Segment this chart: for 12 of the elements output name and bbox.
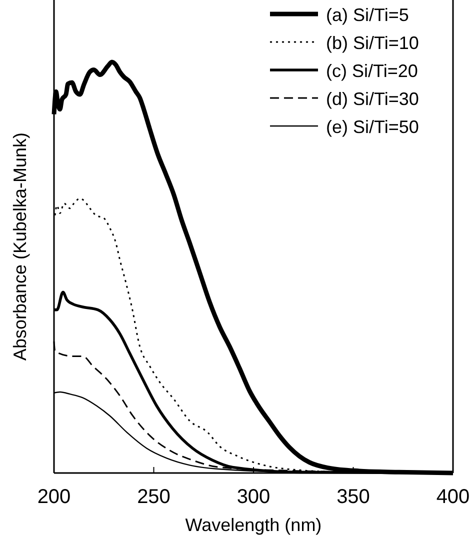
x-tick-label: 250 <box>137 486 170 508</box>
y-axis-title: Absorbance (Kubelka-Munk) <box>10 132 30 361</box>
legend-label: (d) Si/Ti=30 <box>326 89 419 109</box>
x-tick-label: 300 <box>236 486 270 508</box>
legend-label: (c) Si/Ti=20 <box>326 61 418 81</box>
legend-label: (a) Si/Ti=5 <box>326 5 409 25</box>
x-tick-label: 350 <box>336 486 370 508</box>
legend-label: (b) Si/Ti=10 <box>326 33 419 53</box>
x-axis-title: Wavelength (nm) <box>185 515 322 535</box>
x-tick-label: 400 <box>436 486 470 508</box>
x-tick-label: 200 <box>37 486 71 508</box>
legend-label: (e) Si/Ti=50 <box>326 117 419 137</box>
